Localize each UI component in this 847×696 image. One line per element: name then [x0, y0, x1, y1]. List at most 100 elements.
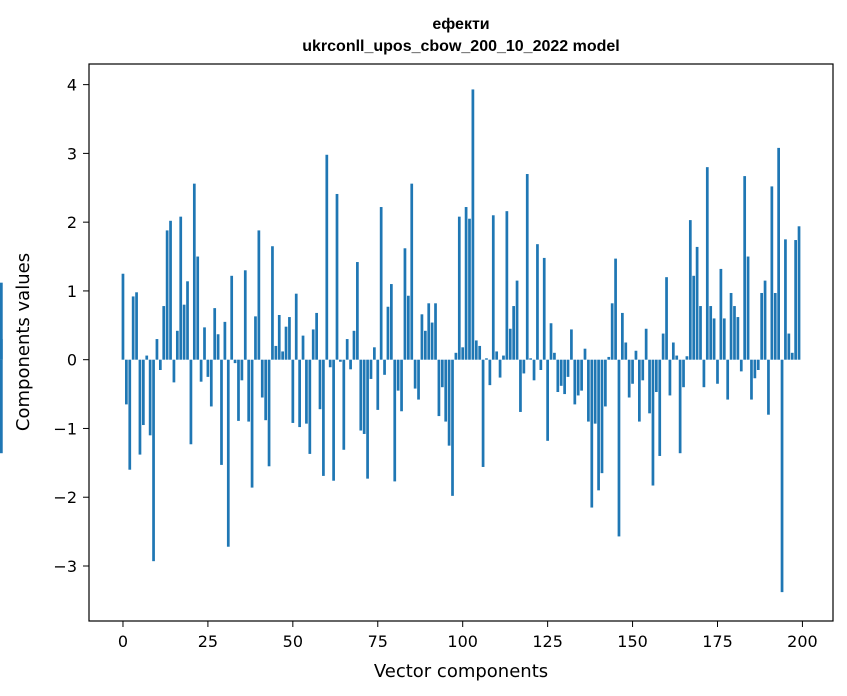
bar	[243, 270, 247, 360]
bar	[430, 322, 434, 360]
bar	[366, 359, 369, 479]
bar	[322, 359, 325, 476]
y-tick-label: 0	[67, 351, 77, 370]
bar	[128, 359, 132, 470]
bar	[566, 359, 570, 377]
x-axis-ticks: 0 25 50 75 100 125 150 175 200	[118, 621, 818, 651]
bar	[671, 342, 675, 360]
bar	[138, 359, 142, 455]
bar	[237, 359, 240, 421]
bar	[457, 216, 461, 360]
bar	[498, 359, 502, 378]
bar	[413, 359, 417, 389]
bar	[213, 308, 217, 360]
bar	[519, 359, 522, 412]
bar	[688, 220, 692, 360]
bar	[631, 359, 634, 384]
bar	[362, 359, 366, 434]
bar	[192, 183, 196, 360]
bar	[423, 330, 427, 360]
bar	[716, 359, 719, 384]
bar	[610, 303, 614, 360]
bar	[454, 352, 458, 360]
y-tick-label: 2	[67, 213, 77, 232]
bar	[488, 359, 492, 386]
bar	[553, 352, 556, 360]
bar	[529, 358, 532, 360]
bar	[148, 359, 152, 436]
bar	[393, 359, 397, 482]
bar	[641, 359, 645, 381]
bar	[600, 359, 604, 474]
bar	[247, 359, 251, 422]
x-tick-label: 125	[532, 632, 563, 651]
bar	[512, 306, 516, 360]
bar	[580, 359, 583, 391]
bar	[169, 220, 172, 360]
bar	[345, 339, 349, 360]
bar	[563, 359, 566, 395]
bar	[142, 359, 145, 426]
bar	[502, 355, 505, 360]
bar	[332, 359, 335, 481]
bar	[756, 359, 760, 370]
bar	[240, 359, 244, 381]
bar	[267, 359, 271, 467]
bar	[383, 359, 386, 375]
bar	[226, 359, 230, 547]
bar	[349, 359, 352, 370]
bar	[522, 359, 526, 374]
bar	[624, 342, 628, 360]
bar	[325, 154, 329, 360]
bar	[780, 359, 784, 593]
bar	[763, 280, 767, 360]
bar	[556, 359, 560, 393]
bar	[284, 326, 288, 360]
bar	[478, 345, 482, 360]
bar	[678, 359, 682, 454]
bar	[739, 359, 743, 372]
bar	[692, 275, 696, 360]
bar	[471, 89, 475, 360]
bar	[570, 329, 573, 360]
bar	[298, 359, 301, 428]
bar	[196, 256, 200, 360]
x-tick-label: 0	[118, 632, 128, 651]
bar	[784, 239, 787, 360]
bar	[342, 359, 346, 450]
bar	[373, 347, 376, 360]
x-tick-label: 50	[283, 632, 303, 651]
bar	[508, 328, 512, 360]
x-tick-label: 75	[368, 632, 388, 651]
bar	[604, 359, 607, 407]
bar	[257, 230, 261, 360]
bar	[719, 268, 723, 360]
bar	[369, 359, 373, 379]
bar	[155, 339, 159, 360]
bar	[495, 351, 499, 360]
bar	[152, 359, 155, 562]
bar	[661, 333, 665, 360]
bar	[206, 359, 210, 377]
y-tick-label: −2	[53, 488, 77, 507]
bar	[699, 306, 702, 360]
bar	[675, 355, 679, 360]
bar	[573, 359, 577, 405]
bar	[162, 306, 166, 360]
bar	[121, 273, 125, 360]
bar	[542, 257, 546, 360]
bar	[665, 277, 668, 360]
bar	[464, 207, 468, 360]
x-tick-label: 100	[447, 632, 478, 651]
bar	[532, 359, 536, 381]
bar	[376, 359, 380, 410]
bar	[264, 359, 268, 421]
bar	[685, 356, 689, 360]
bar	[328, 359, 332, 368]
bar	[621, 312, 624, 360]
bar	[403, 248, 407, 360]
bar	[291, 359, 295, 423]
bar	[359, 359, 363, 431]
bar	[233, 359, 237, 364]
bar	[712, 318, 716, 360]
